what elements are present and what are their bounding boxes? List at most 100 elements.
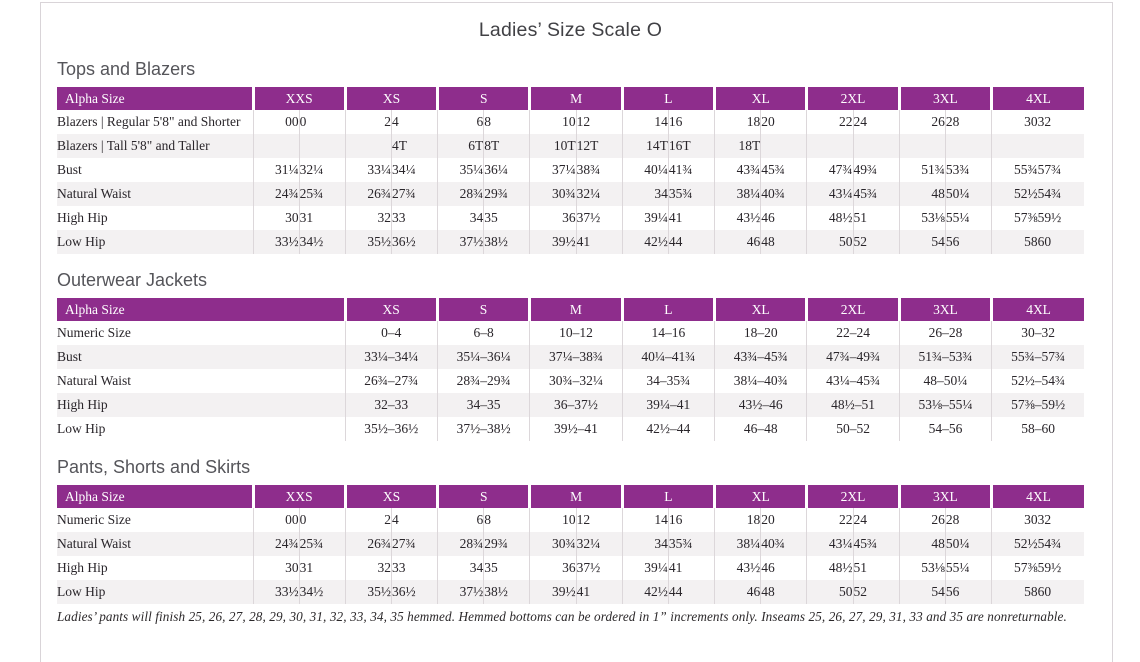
size-cell: 50	[806, 230, 854, 254]
size-cell: 37½	[437, 580, 484, 604]
size-cell: 34½	[298, 580, 346, 604]
size-cell: 37¼–38¾	[529, 345, 623, 369]
size-cell: 59½	[1037, 556, 1084, 580]
size-cell: 8	[483, 110, 530, 134]
size-cell: 36	[529, 206, 577, 230]
size-column-header: 2XL	[805, 87, 900, 110]
row-label: Low Hip	[57, 230, 253, 254]
size-cell: 55¾–57¾	[991, 345, 1084, 369]
size-cell: 32¼	[575, 182, 623, 206]
table-row: Bust 33¼–34¼ 35¼–36¼ 37¼–38¾ 40¼–41¾ 43¾–45¾ 4…	[57, 345, 1084, 369]
size-table-pants-shorts-and-skirts: Alpha Size XXS XS S M L XL 2XL 3XL 4XL Numeric Siz…	[57, 485, 1084, 604]
size-cell: 53¾	[944, 158, 992, 182]
size-cell: 52½–54¾	[991, 369, 1084, 393]
size-cell: 35¼–36¼	[436, 345, 530, 369]
size-cell: 18T	[714, 134, 761, 158]
size-cell	[806, 134, 854, 158]
size-tables-container: Tops and Blazers Alpha Size XXS XS S M L XL 2XL 3…	[57, 57, 1084, 604]
size-cell: 33	[390, 556, 438, 580]
size-cell: 30¾–32¼	[529, 369, 623, 393]
size-column-header: 2XL	[805, 298, 900, 321]
size-cell: 41	[667, 206, 715, 230]
size-cell: 41	[667, 556, 715, 580]
size-cell: 46	[760, 556, 807, 580]
size-column-header: XS	[343, 87, 438, 110]
size-cell: 53⅛–55¼	[898, 393, 992, 417]
size-cell: 26¾–27¾	[344, 369, 438, 393]
size-cell: 36	[529, 556, 577, 580]
size-column-header: XXS	[251, 87, 346, 110]
row-label: High Hip	[57, 206, 253, 230]
table-row: Natural Waist 24¾ 25¾ 26¾ 27¾ 28¾ 29¾ 30¾ 32¼ 34 3…	[57, 532, 1084, 556]
size-cell: 36–37½	[529, 393, 623, 417]
size-cell: 40¼	[621, 158, 669, 182]
size-cell: 55¼	[944, 556, 992, 580]
size-cell: 43½–46	[713, 393, 807, 417]
size-cell: 20	[760, 508, 807, 532]
size-cell: 18	[714, 508, 761, 532]
size-cell	[1037, 134, 1084, 158]
row-label: Blazers | Regular 5'8" and Shorter	[57, 110, 253, 134]
size-cell: 57⅜–59½	[991, 393, 1084, 417]
size-cell: 43¾	[714, 158, 761, 182]
size-cell: 54	[898, 230, 946, 254]
size-cell: 28	[944, 110, 992, 134]
size-cell: 36½	[390, 230, 438, 254]
size-cell: 33¼	[344, 158, 392, 182]
size-column-header: XL	[713, 87, 807, 110]
table-row: High Hip 30 31 32 33 34 35 36 37½ 39¼ 41 43½ 46 48½ 51…	[57, 556, 1084, 580]
size-cell: 57⅜	[990, 556, 1038, 580]
size-cell: 35	[483, 206, 530, 230]
size-cell: 00	[252, 508, 300, 532]
size-cell: 12T	[575, 134, 623, 158]
size-cell: 26	[898, 508, 946, 532]
size-cell: 33	[390, 206, 438, 230]
size-cell: 39½	[529, 580, 577, 604]
size-cell: 29¾	[483, 182, 530, 206]
table-row: Natural Waist 26¾–27¾ 28¾–29¾ 30¾–32¼ 34–35¾…	[57, 369, 1084, 393]
size-cell: 40¾	[760, 532, 807, 556]
size-cell: 48	[898, 182, 946, 206]
size-column-header: 2XL	[805, 485, 900, 508]
size-cell: 2	[344, 508, 392, 532]
footnote: Ladies’ pants will finish 25, 26, 27, 28…	[57, 609, 1067, 624]
size-cell: 25¾	[298, 182, 346, 206]
size-cell: 34	[621, 532, 669, 556]
size-cell: 35¾	[667, 532, 715, 556]
size-cell: 43¼–45¾	[806, 369, 900, 393]
row-label: Natural Waist	[57, 532, 253, 556]
size-cell: 33½	[252, 580, 300, 604]
size-column-header: L	[620, 298, 715, 321]
size-cell: 4	[390, 110, 438, 134]
size-cell: 32¼	[298, 158, 346, 182]
size-cell: 27¾	[390, 182, 438, 206]
size-cell: 28¾–29¾	[436, 369, 530, 393]
size-cell: 34	[621, 182, 669, 206]
size-cell: 44	[667, 580, 715, 604]
size-cell: 34½	[298, 230, 346, 254]
header-row: Alpha Size XS S M L XL 2XL 3XL 4XL	[57, 298, 1084, 321]
size-cell: 24	[852, 110, 900, 134]
size-cell: 46–48	[713, 417, 807, 441]
table-row: Low Hip 33½ 34½ 35½ 36½ 37½ 38½ 39½ 41 42½ 44 46 48 5…	[57, 580, 1084, 604]
row-label: Bust	[57, 158, 253, 182]
size-cell: 39¼–41	[621, 393, 715, 417]
size-column-header: S	[435, 298, 530, 321]
size-cell: 14	[621, 508, 669, 532]
size-cell: 37½	[437, 230, 484, 254]
size-cell: 51¾	[898, 158, 946, 182]
document-page: Ladies’ Size Scale O Tops and Blazers Alp…	[40, 2, 1113, 662]
size-cell: 2	[344, 110, 392, 134]
size-cell: 32–33	[344, 393, 438, 417]
size-cell: 6T	[437, 134, 484, 158]
size-table-outerwear-jackets: Alpha Size XS S M L XL 2XL 3XL 4XL Numeric Size 0–…	[57, 298, 1084, 441]
size-cell: 54¾	[1037, 182, 1084, 206]
size-column-header: 4XL	[990, 485, 1084, 508]
size-column-header: M	[528, 485, 623, 508]
size-cell: 35½	[344, 580, 392, 604]
size-cell: 32	[344, 556, 392, 580]
row-label: Bust	[57, 345, 345, 369]
table-row: High Hip 30 31 32 33 34 35 36 37½ 39¼ 41 43½ 46 48½ 51…	[57, 206, 1084, 230]
section-title-tops-and-blazers: Tops and Blazers	[57, 59, 196, 79]
size-column-header: XL	[712, 298, 807, 321]
